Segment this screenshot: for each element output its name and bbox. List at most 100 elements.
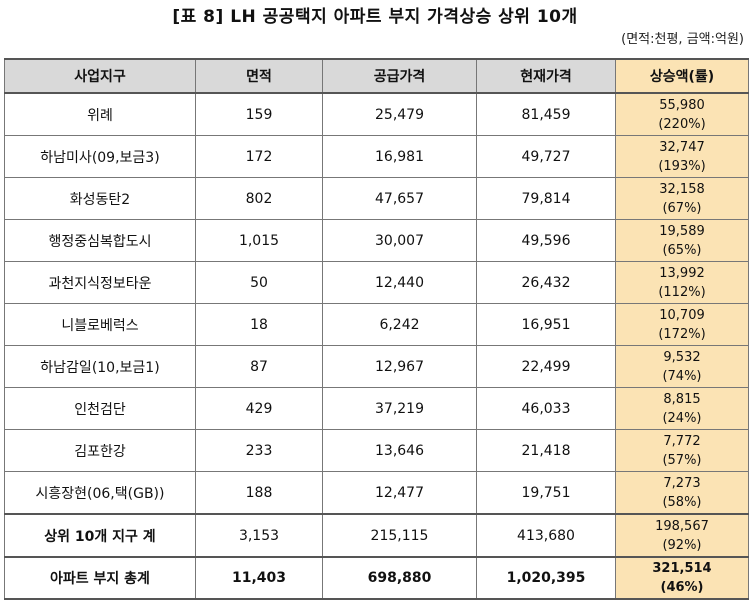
current-price-value: 21,418 xyxy=(476,429,616,472)
subtotal-area: 3,153 xyxy=(195,513,323,558)
district-name: 화성동탄2 xyxy=(4,177,196,220)
area-value: 233 xyxy=(195,429,323,472)
increase-rate: (74%) xyxy=(662,368,702,384)
supply-price-value: 12,967 xyxy=(322,345,477,388)
increase-cell: 7,772 (57%) xyxy=(615,429,749,472)
increase-rate: (67%) xyxy=(662,200,702,216)
increase-rate: (220%) xyxy=(658,116,706,132)
table-row: 인천검단 429 37,219 46,033 8,815 (24%) xyxy=(4,387,749,430)
unit-note: (면적:천평, 금액:억원) xyxy=(621,32,744,47)
area-value: 159 xyxy=(195,92,323,136)
increase-amount: 7,273 xyxy=(663,475,701,491)
increase-cell: 9,532 (74%) xyxy=(615,345,749,388)
district-name: 하남미사(09,보금3) xyxy=(4,135,196,178)
supply-price-value: 16,981 xyxy=(322,135,477,178)
header-current-price: 현재가격 xyxy=(476,58,616,94)
table-row: 하남감일(10,보금1) 87 12,967 22,499 9,532 (74%) xyxy=(4,345,749,388)
subtotal-increase-rate: (92%) xyxy=(662,537,702,553)
table-title: [표 8] LH 공공택지 아파트 부지 가격상승 상위 10개 xyxy=(172,7,578,27)
current-price-value: 26,432 xyxy=(476,261,616,304)
supply-price-value: 13,646 xyxy=(322,429,477,472)
increase-amount: 10,709 xyxy=(659,307,705,323)
subtotal-increase-amount: 198,567 xyxy=(655,518,709,534)
increase-cell: 7,273 (58%) xyxy=(615,471,749,515)
supply-price-value: 12,477 xyxy=(322,471,477,515)
current-price-value: 49,727 xyxy=(476,135,616,178)
increase-amount: 13,992 xyxy=(659,265,705,281)
increase-amount: 55,980 xyxy=(659,97,705,113)
current-price-value: 22,499 xyxy=(476,345,616,388)
table-row: 김포한강 233 13,646 21,418 7,772 (57%) xyxy=(4,429,749,472)
district-name: 위례 xyxy=(4,92,196,136)
increase-cell: 13,992 (112%) xyxy=(615,261,749,304)
increase-rate: (24%) xyxy=(662,410,702,426)
subtotal-row: 상위 10개 지구 계 3,153 215,115 413,680 198,56… xyxy=(4,513,749,558)
increase-amount: 19,589 xyxy=(659,223,705,239)
supply-price-value: 47,657 xyxy=(322,177,477,220)
district-name: 니블로베럭스 xyxy=(4,303,196,346)
increase-cell: 10,709 (172%) xyxy=(615,303,749,346)
subtotal-supply: 215,115 xyxy=(322,513,477,558)
area-value: 429 xyxy=(195,387,323,430)
current-price-value: 16,951 xyxy=(476,303,616,346)
total-row: 아파트 부지 총계 11,403 698,880 1,020,395 321,5… xyxy=(4,556,749,600)
total-label: 아파트 부지 총계 xyxy=(4,556,196,600)
current-price-value: 49,596 xyxy=(476,219,616,262)
supply-price-value: 37,219 xyxy=(322,387,477,430)
increase-amount: 32,158 xyxy=(659,181,705,197)
increase-rate: (172%) xyxy=(658,326,706,342)
increase-rate: (112%) xyxy=(658,284,706,300)
header-district: 사업지구 xyxy=(4,58,196,94)
district-name: 인천검단 xyxy=(4,387,196,430)
total-increase-rate: (46%) xyxy=(660,580,704,595)
subtotal-increase-cell: 198,567 (92%) xyxy=(615,513,749,558)
increase-cell: 8,815 (24%) xyxy=(615,387,749,430)
increase-amount: 9,532 xyxy=(663,349,701,365)
header-row: 사업지구 면적 공급가격 현재가격 상승액(률) xyxy=(4,58,749,94)
table-row: 과천지식정보타운 50 12,440 26,432 13,992 (112%) xyxy=(4,261,749,304)
current-price-value: 46,033 xyxy=(476,387,616,430)
current-price-value: 79,814 xyxy=(476,177,616,220)
price-increase-table: 사업지구 면적 공급가격 현재가격 상승액(률) 위례 159 25,479 8… xyxy=(4,58,749,600)
area-value: 172 xyxy=(195,135,323,178)
total-increase-cell: 321,514 (46%) xyxy=(615,556,749,600)
table-row: 하남미사(09,보금3) 172 16,981 49,727 32,747 (19… xyxy=(4,135,749,178)
total-area: 11,403 xyxy=(195,556,323,600)
district-name: 김포한강 xyxy=(4,429,196,472)
increase-amount: 8,815 xyxy=(663,391,701,407)
header-supply-price: 공급가격 xyxy=(322,58,477,94)
supply-price-value: 30,007 xyxy=(322,219,477,262)
current-price-value: 19,751 xyxy=(476,471,616,515)
increase-amount: 32,747 xyxy=(659,139,705,155)
total-current: 1,020,395 xyxy=(476,556,616,600)
increase-rate: (65%) xyxy=(662,242,702,258)
current-price-value: 81,459 xyxy=(476,92,616,136)
increase-cell: 32,747 (193%) xyxy=(615,135,749,178)
area-value: 1,015 xyxy=(195,219,323,262)
increase-cell: 19,589 (65%) xyxy=(615,219,749,262)
table-row: 위례 159 25,479 81,459 55,980 (220%) xyxy=(4,92,749,136)
increase-rate: (58%) xyxy=(662,494,702,510)
area-value: 18 xyxy=(195,303,323,346)
district-name: 하남감일(10,보금1) xyxy=(4,345,196,388)
district-name: 과천지식정보타운 xyxy=(4,261,196,304)
header-area: 면적 xyxy=(195,58,323,94)
subtotal-current: 413,680 xyxy=(476,513,616,558)
table-row: 행정중심복합도시 1,015 30,007 49,596 19,589 (65%) xyxy=(4,219,749,262)
supply-price-value: 25,479 xyxy=(322,92,477,136)
area-value: 188 xyxy=(195,471,323,515)
subtotal-label: 상위 10개 지구 계 xyxy=(4,513,196,558)
total-increase-amount: 321,514 xyxy=(652,561,712,576)
increase-cell: 32,158 (67%) xyxy=(615,177,749,220)
district-name: 행정중심복합도시 xyxy=(4,219,196,262)
total-supply: 698,880 xyxy=(322,556,477,600)
table-row: 화성동탄2 802 47,657 79,814 32,158 (67%) xyxy=(4,177,749,220)
table-row: 니블로베럭스 18 6,242 16,951 10,709 (172%) xyxy=(4,303,749,346)
increase-rate: (57%) xyxy=(662,452,702,468)
increase-amount: 7,772 xyxy=(663,433,701,449)
header-increase: 상승액(률) xyxy=(615,58,749,94)
supply-price-value: 12,440 xyxy=(322,261,477,304)
area-value: 50 xyxy=(195,261,323,304)
area-value: 87 xyxy=(195,345,323,388)
district-name: 시흥장현(06,택(GB)) xyxy=(4,471,196,515)
